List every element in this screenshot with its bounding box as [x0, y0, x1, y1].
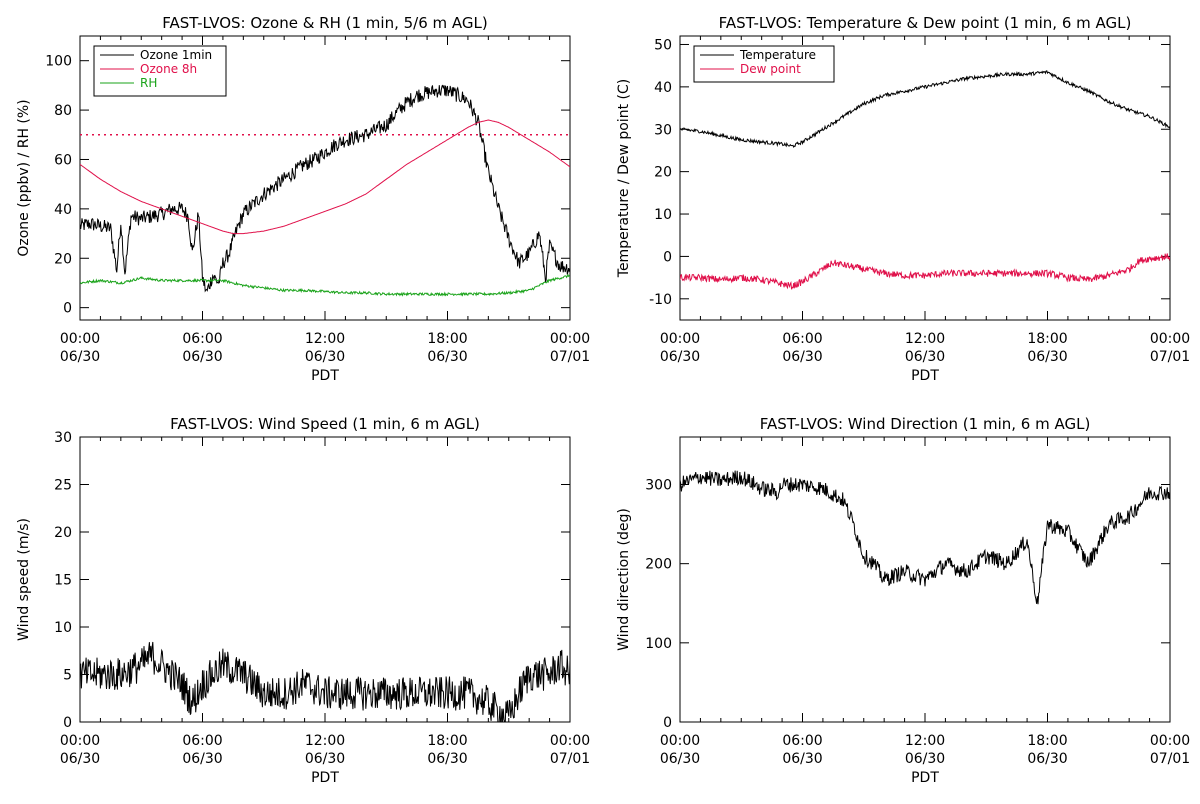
y-tick-label: 50 — [654, 37, 672, 53]
chart-title: FAST-LVOS: Ozone & RH (1 min, 5/6 m AGL) — [162, 14, 488, 32]
y-tick-label: 100 — [645, 636, 672, 652]
x-tick-date-label: 06/30 — [905, 751, 945, 767]
y-tick-label: 0 — [663, 249, 672, 265]
chart-ozone: FAST-LVOS: Ozone & RH (1 min, 5/6 m AGL)… — [16, 14, 590, 384]
x-tick-date-label: 07/01 — [1150, 751, 1190, 767]
y-tick-label: 60 — [54, 152, 72, 168]
x-tick-label: 00:00 — [60, 331, 100, 347]
x-axis-label: PDT — [911, 368, 939, 384]
x-tick-date-label: 06/30 — [60, 751, 100, 767]
chart-temperature: FAST-LVOS: Temperature & Dew point (1 mi… — [616, 14, 1190, 384]
y-tick-label: 10 — [54, 620, 72, 636]
x-axis-label: PDT — [311, 770, 339, 786]
x-tick-label: 00:00 — [660, 733, 700, 749]
y-tick-label: -10 — [649, 292, 672, 308]
x-tick-label: 06:00 — [182, 733, 222, 749]
y-tick-label: 0 — [63, 301, 72, 317]
x-tick-date-label: 06/30 — [427, 349, 467, 365]
chart-wind_speed: FAST-LVOS: Wind Speed (1 min, 6 m AGL) 0 5… — [16, 415, 590, 786]
chart-title: FAST-LVOS: Wind Speed (1 min, 6 m AGL) — [170, 415, 480, 433]
x-tick-label: 12:00 — [905, 331, 945, 347]
x-tick-label: 00:00 — [660, 331, 700, 347]
x-tick-date-label: 06/30 — [782, 349, 822, 365]
x-tick-label: 12:00 — [305, 733, 345, 749]
x-tick-label: 00:00 — [550, 331, 590, 347]
x-tick-date-label: 06/30 — [60, 349, 100, 365]
y-tick-label: 100 — [45, 54, 72, 70]
series-line-0 — [680, 70, 1170, 148]
chart-title: FAST-LVOS: Wind Direction (1 min, 6 m AG… — [760, 415, 1091, 433]
x-tick-date-label: 07/01 — [550, 751, 590, 767]
x-tick-date-label: 06/30 — [1027, 349, 1067, 365]
x-tick-label: 18:00 — [427, 331, 467, 347]
y-tick-label: 30 — [654, 122, 672, 138]
x-tick-date-label: 06/30 — [782, 751, 822, 767]
x-tick-date-label: 06/30 — [305, 751, 345, 767]
series-line-1 — [80, 119, 570, 235]
chart-title: FAST-LVOS: Temperature & Dew point (1 mi… — [719, 14, 1132, 32]
x-tick-label: 00:00 — [1150, 331, 1190, 347]
x-tick-label: 18:00 — [427, 733, 467, 749]
y-axis-label: Wind direction (deg) — [616, 508, 632, 651]
legend-box — [693, 45, 835, 83]
x-tick-date-label: 06/30 — [182, 751, 222, 767]
y-tick-label: 20 — [54, 525, 72, 541]
legend-label: RH — [140, 76, 157, 90]
x-tick-date-label: 06/30 — [660, 349, 700, 365]
x-axis-label: PDT — [911, 770, 939, 786]
y-tick-label: 15 — [54, 573, 72, 589]
series-line-2 — [80, 273, 570, 297]
x-tick-label: 06:00 — [182, 331, 222, 347]
x-tick-label: 00:00 — [1150, 733, 1190, 749]
y-tick-label: 40 — [654, 80, 672, 96]
x-tick-date-label: 06/30 — [1027, 751, 1067, 767]
x-tick-label: 18:00 — [1027, 733, 1067, 749]
series-line-0 — [680, 470, 1170, 605]
y-axis-label: Temperature / Dew point (C) — [616, 79, 632, 278]
x-tick-label: 18:00 — [1027, 331, 1067, 347]
legend-label: Ozone 8h — [140, 62, 197, 76]
y-tick-label: 80 — [54, 103, 72, 119]
legend-label: Dew point — [740, 62, 801, 76]
y-tick-label: 10 — [654, 207, 672, 223]
y-tick-label: 5 — [63, 668, 72, 684]
y-tick-label: 40 — [54, 202, 72, 218]
y-tick-label: 0 — [663, 715, 672, 731]
x-tick-date-label: 06/30 — [182, 349, 222, 365]
x-tick-label: 06:00 — [782, 331, 822, 347]
series-line-1 — [680, 253, 1170, 290]
x-tick-date-label: 07/01 — [1150, 349, 1190, 365]
y-tick-label: 20 — [654, 165, 672, 181]
x-tick-date-label: 06/30 — [905, 349, 945, 365]
y-tick-label: 300 — [645, 478, 672, 494]
x-tick-date-label: 06/30 — [305, 349, 345, 365]
y-tick-label: 25 — [54, 478, 72, 494]
x-tick-date-label: 07/01 — [550, 349, 590, 365]
y-axis-label: Wind speed (m/s) — [16, 518, 32, 641]
x-tick-label: 12:00 — [305, 331, 345, 347]
x-tick-date-label: 06/30 — [660, 751, 700, 767]
legend-label: Temperature — [739, 48, 816, 62]
chart-wind_direction: FAST-LVOS: Wind Direction (1 min, 6 m AG… — [616, 415, 1190, 786]
x-tick-label: 00:00 — [60, 733, 100, 749]
x-axis-label: PDT — [311, 368, 339, 384]
y-axis-label: Ozone (ppbv) / RH (%) — [16, 99, 32, 256]
x-tick-label: 06:00 — [782, 733, 822, 749]
y-tick-label: 200 — [645, 557, 672, 573]
y-tick-label: 20 — [54, 251, 72, 267]
series-line-0 — [80, 641, 570, 722]
legend-box — [93, 45, 227, 97]
y-tick-label: 30 — [54, 430, 72, 446]
series-line-0 — [80, 84, 570, 293]
x-tick-date-label: 06/30 — [427, 751, 467, 767]
x-tick-label: 12:00 — [905, 733, 945, 749]
x-tick-label: 00:00 — [550, 733, 590, 749]
legend-label: Ozone 1min — [140, 48, 212, 62]
y-tick-label: 0 — [63, 715, 72, 731]
